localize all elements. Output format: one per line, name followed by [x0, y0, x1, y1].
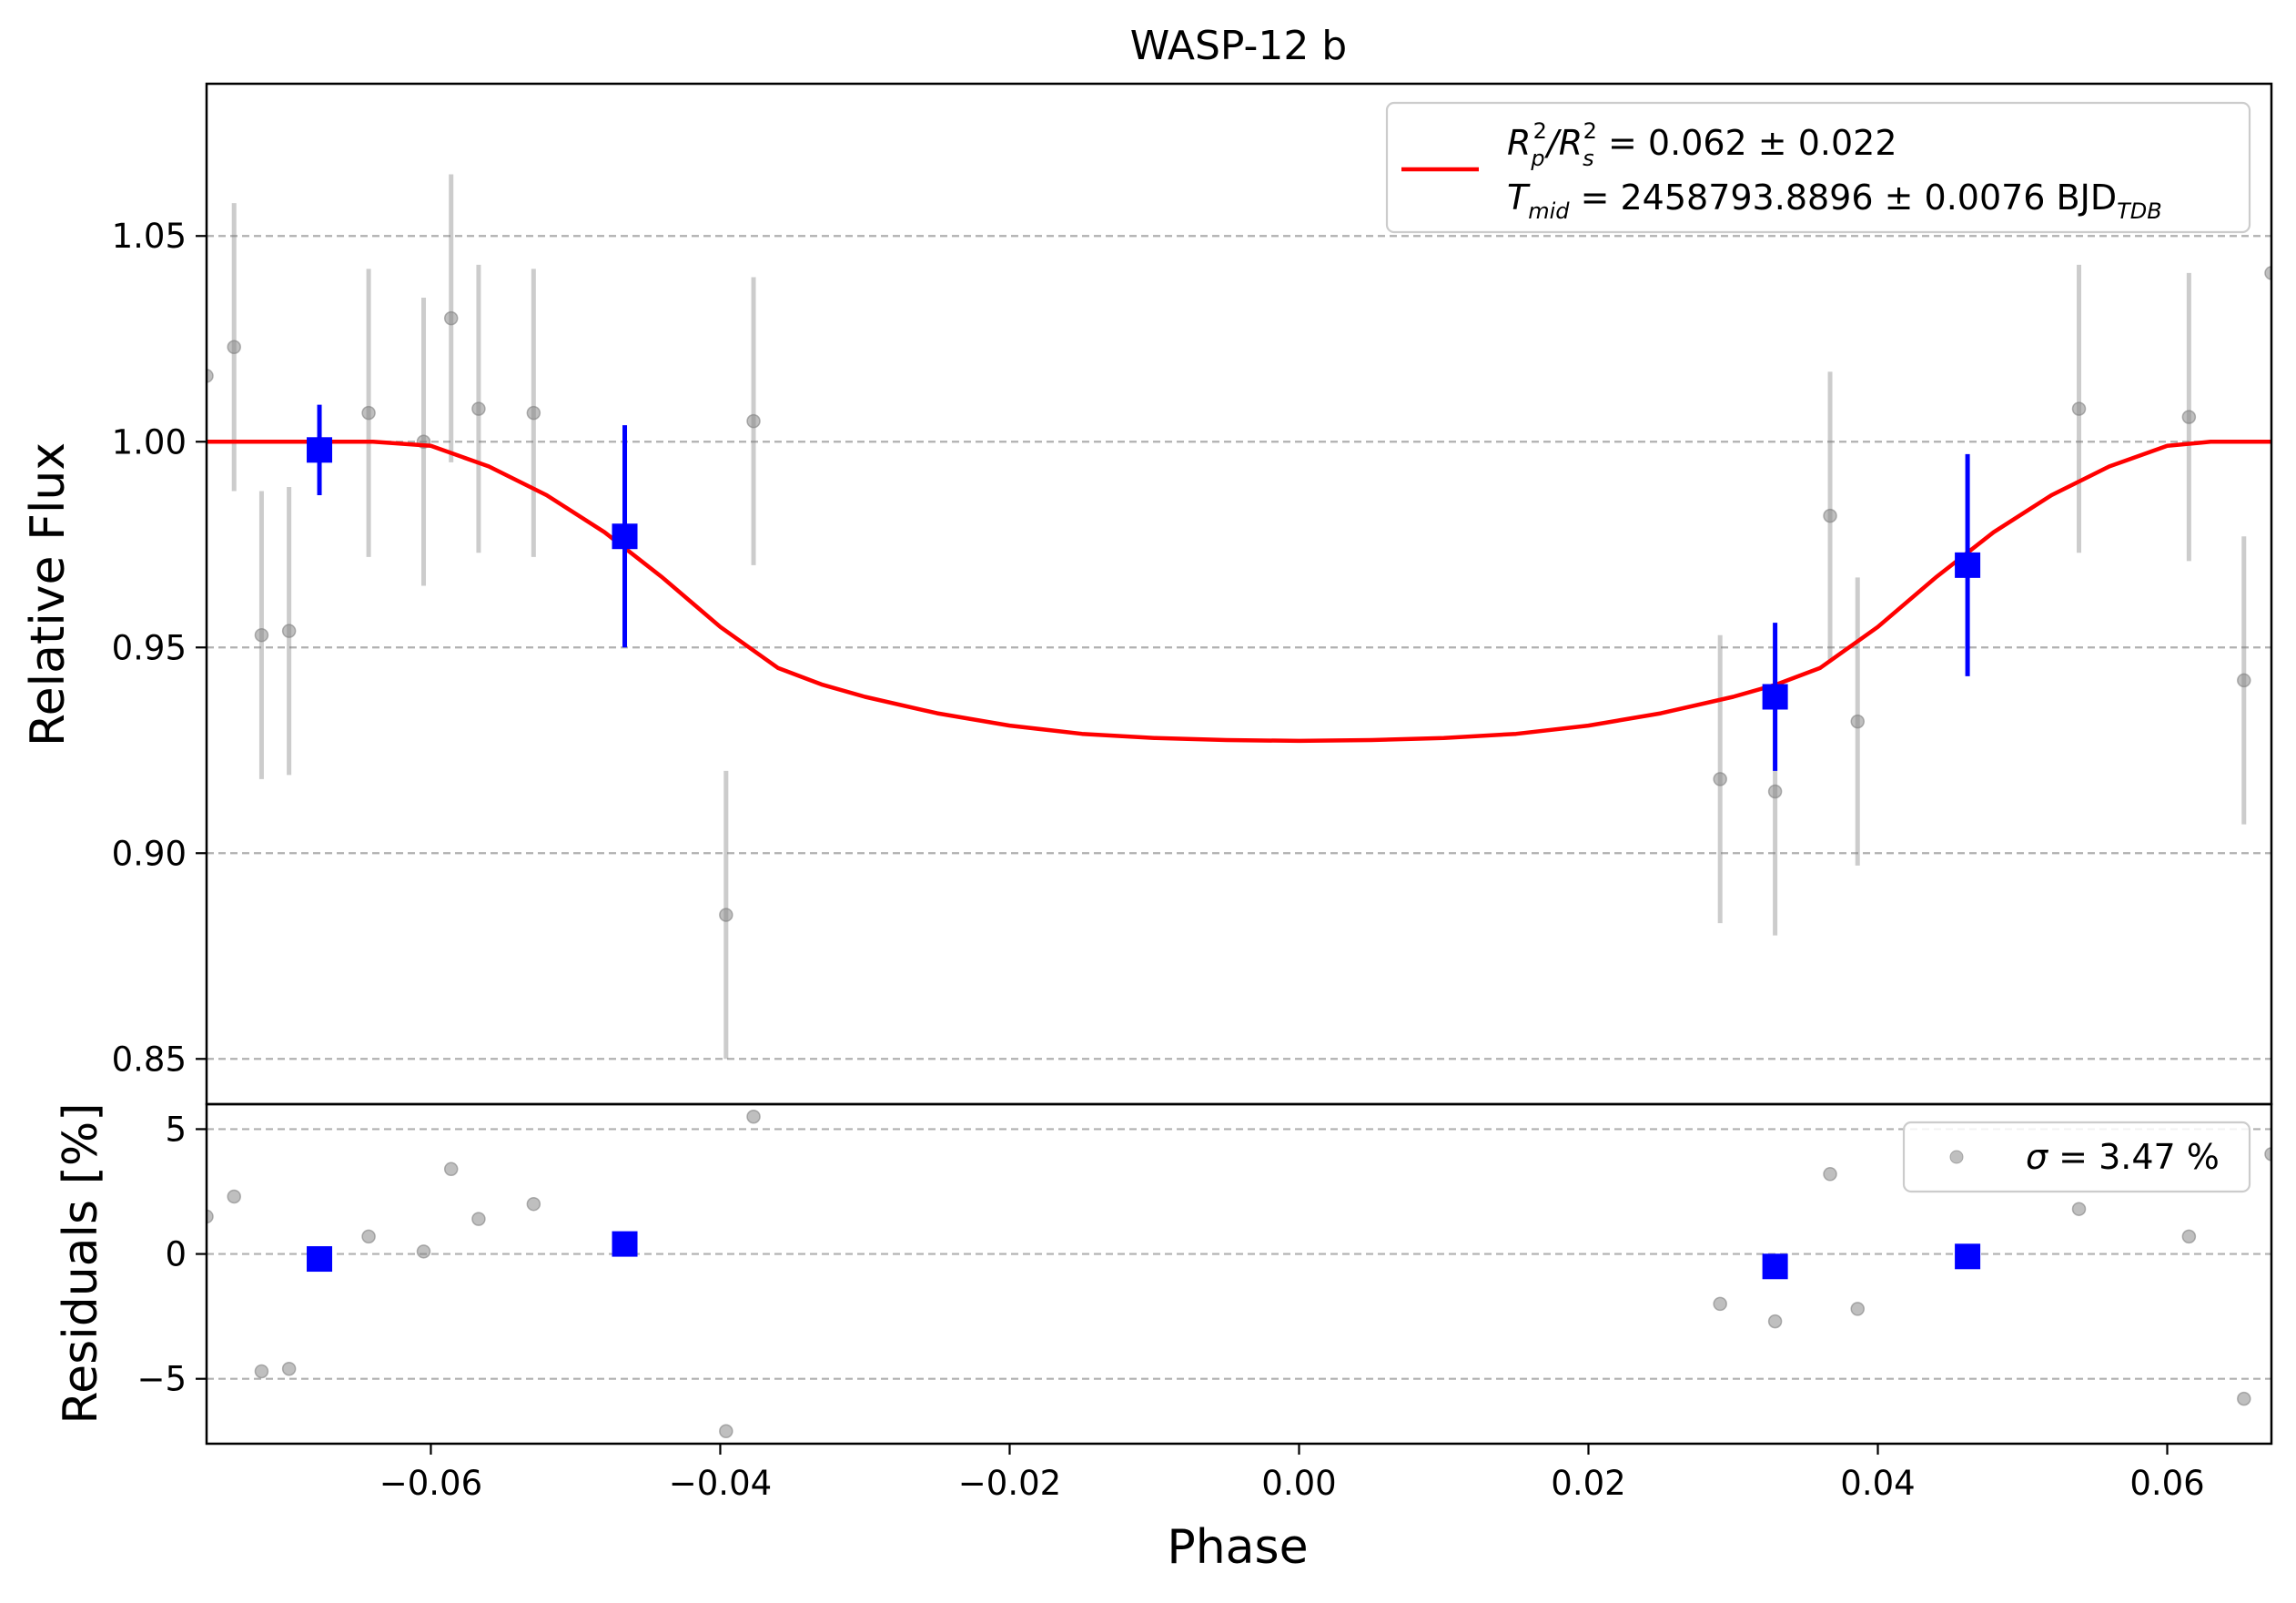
main-raw-points [207, 174, 2271, 1060]
raw-point [254, 627, 269, 643]
main-binned-points [307, 404, 1981, 771]
raw-point [443, 310, 459, 326]
model-legend-tmid: Tmid = 2458793.8896 ± 0.0076 BJDTDB [1507, 178, 2162, 224]
residual-binned-points [307, 1231, 1981, 1280]
x-tick-label: 0.00 [1261, 1464, 1336, 1503]
residual-raw-point [719, 1424, 733, 1439]
residual-raw-point [1713, 1296, 1727, 1312]
main-y-tick-label: 0.85 [112, 1040, 187, 1079]
raw-point [207, 369, 214, 383]
x-axis-label: Phase [1167, 1520, 1308, 1575]
main-y-ticks: 0.85 0.90 0.95 1.00 1.05 [112, 217, 207, 1079]
residual-raw-point [2237, 1391, 2251, 1406]
raw-point [227, 340, 241, 355]
binned-point [1762, 684, 1788, 710]
sigma-legend-box [1902, 1121, 2251, 1193]
residual-y-ticks: −5 0 5 [137, 1110, 207, 1399]
x-tick-label: 0.06 [2129, 1464, 2204, 1503]
residual-raw-point [207, 1209, 214, 1224]
raw-point [361, 405, 376, 421]
raw-point [2071, 401, 2087, 416]
x-tick-label: 0.02 [1551, 1464, 1625, 1503]
residual-y-tick-label: 5 [165, 1110, 187, 1149]
residual-binned-point [307, 1246, 333, 1273]
model-legend: Rp2/Rs2 = 0.062 ± 0.022 Tmid = 2458793.8… [1385, 101, 2251, 234]
x-ticks: −0.06 −0.04 −0.02 0.00 0.02 0.04 0.06 [379, 1444, 2205, 1503]
residual-raw-point [2264, 1147, 2271, 1162]
binned-point [307, 437, 333, 463]
raw-point [2237, 673, 2251, 688]
x-tick-label: −0.02 [958, 1464, 1061, 1503]
residual-raw-point [471, 1212, 486, 1226]
residual-y-tick-label: 0 [165, 1235, 187, 1274]
raw-point [1713, 772, 1727, 786]
raw-point [281, 624, 297, 638]
sigma-legend-marker [1949, 1150, 1964, 1164]
raw-point [2264, 266, 2271, 280]
residual-panel: −5 0 5 −0.06 −0.04 −0.02 0.00 0.02 0.04 0.06 σ =… [137, 1102, 2273, 1503]
main-gridlines [207, 235, 2271, 1060]
x-tick-label: −0.04 [669, 1464, 772, 1503]
main-y-tick-label: 1.05 [112, 217, 187, 256]
sigma-legend: σ = 3.47 % [1902, 1121, 2251, 1193]
residual-raw-point [227, 1189, 241, 1204]
residual-raw-point [1767, 1314, 1783, 1329]
x-tick-label: −0.06 [379, 1464, 482, 1503]
raw-point [746, 413, 761, 429]
raw-point [719, 908, 733, 922]
raw-point [1823, 508, 1837, 523]
residual-raw-points [207, 1109, 2271, 1439]
residual-raw-point [2071, 1202, 2087, 1216]
residual-binned-point [1762, 1253, 1788, 1280]
residual-y-axis-label: Residuals [%] [54, 1102, 108, 1424]
raw-point [1850, 714, 1865, 729]
raw-point [1767, 784, 1783, 799]
binned-point [1955, 552, 1981, 578]
raw-point [471, 401, 486, 416]
residual-raw-point [281, 1361, 297, 1376]
main-y-axis-label: Relative Flux [21, 442, 76, 746]
main-panel: 0.85 0.90 0.95 1.00 1.05 Rp2/Rs2 = 0.062 ± 0… [112, 82, 2273, 1106]
main-y-tick-label: 0.95 [112, 628, 187, 667]
raw-point [526, 405, 541, 421]
raw-point [2181, 410, 2197, 424]
main-y-tick-label: 0.90 [112, 834, 187, 873]
binned-point [612, 523, 638, 550]
chart-title: WASP-12 b [1130, 23, 1347, 69]
residual-raw-point [361, 1229, 376, 1244]
residual-y-tick-label: −5 [137, 1360, 187, 1399]
residual-raw-point [443, 1162, 459, 1177]
sigma-legend-label: σ = 3.47 % [2026, 1137, 2220, 1177]
model-legend-box [1385, 101, 2251, 234]
x-tick-label: 0.04 [1840, 1464, 1915, 1503]
main-y-tick-label: 1.00 [112, 422, 187, 462]
model-legend-depth: Rp2/Rs2 = 0.062 ± 0.022 [1507, 118, 1897, 171]
residual-raw-point [2181, 1229, 2197, 1244]
residual-binned-point [612, 1231, 638, 1257]
residual-binned-point [1955, 1243, 1981, 1270]
residual-raw-point [526, 1196, 541, 1212]
residual-panel-frame [205, 1102, 2273, 1446]
residual-raw-point [416, 1244, 431, 1259]
residual-raw-point [254, 1364, 269, 1379]
residual-raw-point [1850, 1302, 1865, 1316]
residual-raw-point [746, 1109, 761, 1124]
residual-raw-point [1823, 1167, 1837, 1182]
